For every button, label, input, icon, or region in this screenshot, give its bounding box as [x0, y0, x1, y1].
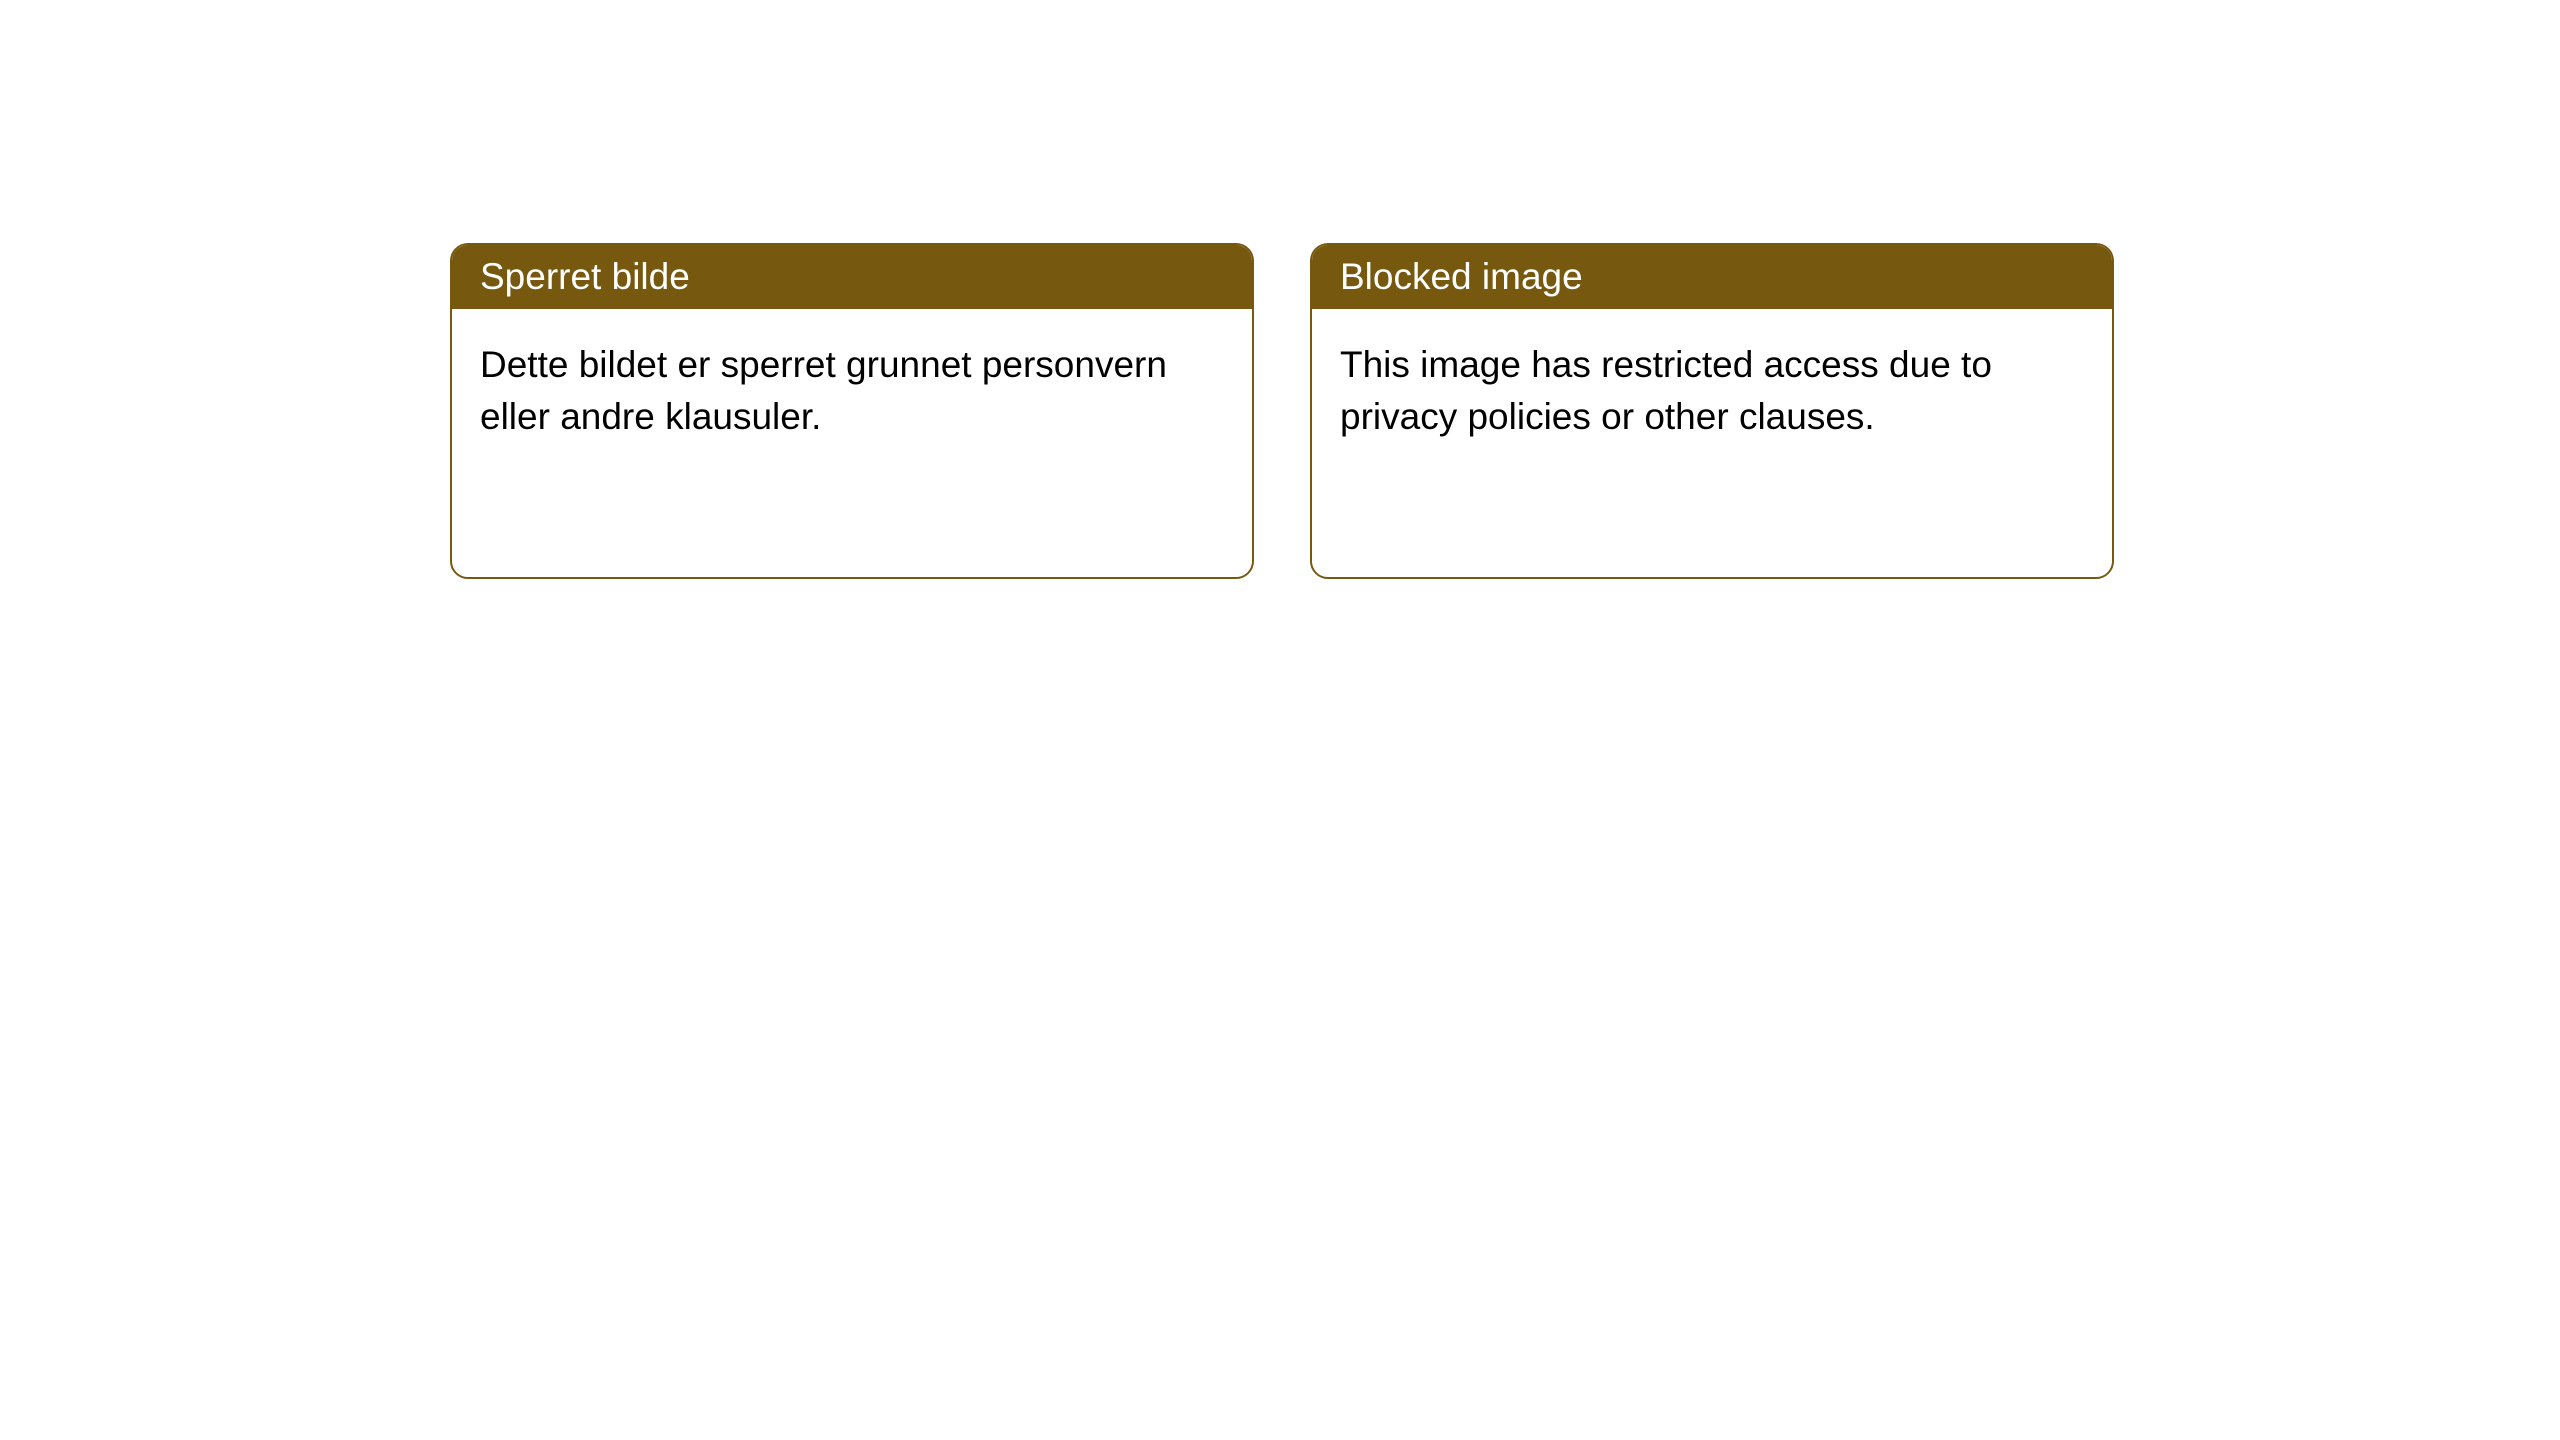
card-header: Blocked image — [1312, 245, 2112, 309]
cards-container: Sperret bilde Dette bildet er sperret gr… — [0, 0, 2560, 579]
blocked-image-card-en: Blocked image This image has restricted … — [1310, 243, 2114, 579]
card-body-text: Dette bildet er sperret grunnet personve… — [480, 344, 1167, 437]
blocked-image-card-no: Sperret bilde Dette bildet er sperret gr… — [450, 243, 1254, 579]
card-body-text: This image has restricted access due to … — [1340, 344, 1992, 437]
card-title: Blocked image — [1340, 256, 1583, 297]
card-title: Sperret bilde — [480, 256, 690, 297]
card-header: Sperret bilde — [452, 245, 1252, 309]
card-body: Dette bildet er sperret grunnet personve… — [452, 309, 1252, 579]
card-body: This image has restricted access due to … — [1312, 309, 2112, 579]
